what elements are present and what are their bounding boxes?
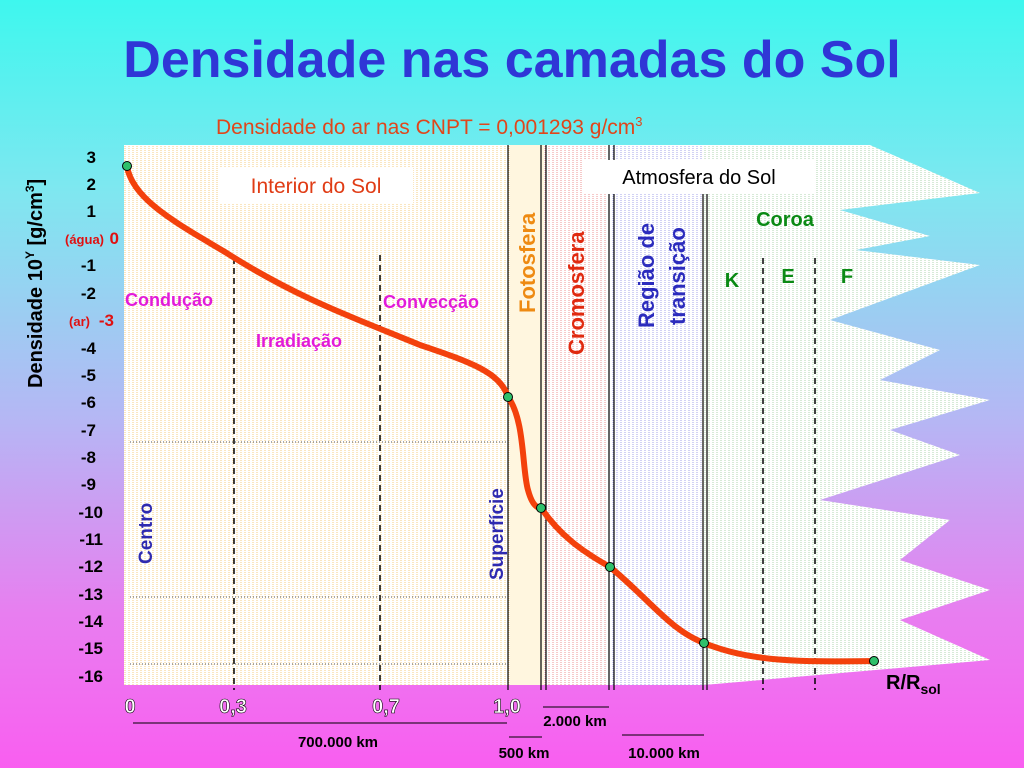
y-ticks: 3 2 1 (água) 0 -1 -2 (ar) -3 -4 -5 -6 -7… bbox=[65, 148, 119, 686]
ytick-m6: -6 bbox=[81, 393, 96, 412]
scale-label-500: 500 km bbox=[499, 745, 550, 762]
xlabel-sub: sol bbox=[920, 681, 940, 697]
ytick-note-ar: (ar) bbox=[69, 314, 90, 329]
xtick-03: 0,3 bbox=[219, 696, 247, 718]
subtitle-main: Densidade do ar nas CNPT = 0,001293 g/cm bbox=[216, 116, 635, 139]
ylabel-unit: [g/cm bbox=[25, 192, 47, 251]
cromosfera-label: Cromosfera bbox=[564, 231, 589, 355]
ytick-m3: -3 bbox=[99, 311, 114, 330]
atmosfera-label: Atmosfera do Sol bbox=[622, 167, 775, 189]
scale-label-700000: 700.000 km bbox=[298, 734, 378, 751]
irradiacao-label: Irradiação bbox=[256, 331, 342, 351]
ytick-m8: -8 bbox=[81, 448, 96, 467]
transicao-band bbox=[612, 145, 704, 685]
subtitle-sup: 3 bbox=[635, 114, 642, 129]
marker-surface bbox=[503, 392, 513, 402]
curve-markers bbox=[122, 161, 879, 666]
scale-label-2000: 2.000 km bbox=[543, 713, 606, 730]
conducao-label: Condução bbox=[125, 290, 213, 310]
ytick-m15: -15 bbox=[78, 639, 103, 658]
f-label: F bbox=[841, 266, 853, 288]
ytick-note-agua: (água) bbox=[65, 232, 104, 247]
marker-cromosfera bbox=[605, 562, 615, 572]
ylabel-unit-sup: 3 bbox=[23, 185, 37, 192]
ytick-2: 2 bbox=[87, 175, 96, 194]
xtick-07: 0,7 bbox=[372, 696, 400, 718]
conveccao-label: Convecção bbox=[383, 292, 479, 312]
atmosfera-box bbox=[584, 160, 814, 194]
ytick-m12: -12 bbox=[78, 557, 103, 576]
ytick-m2: -2 bbox=[81, 284, 96, 303]
ytick-1: 1 bbox=[87, 202, 96, 221]
ytick-m13: -13 bbox=[78, 585, 103, 604]
xtick-0: 0 bbox=[124, 696, 135, 718]
ytick-m4: -4 bbox=[81, 339, 97, 358]
cromosfera-band bbox=[544, 145, 612, 685]
ylabel-sup: Y bbox=[23, 251, 37, 259]
ytick-m7: -7 bbox=[81, 421, 96, 440]
ylabel-end: ] bbox=[25, 179, 47, 186]
ytick-m1: -1 bbox=[81, 256, 96, 275]
ytick-m14: -14 bbox=[78, 612, 103, 631]
centro-label: Centro bbox=[136, 503, 157, 564]
regiao-label-2: transição bbox=[665, 227, 690, 325]
k-label: K bbox=[725, 270, 740, 292]
chart-subtitle: Densidade do ar nas CNPT = 0,001293 g/cm… bbox=[216, 114, 643, 139]
marker-center bbox=[122, 161, 132, 171]
ytick-m11: -11 bbox=[79, 530, 103, 549]
interior-label: Interior do Sol bbox=[251, 175, 382, 198]
marker-fotosfera bbox=[536, 503, 546, 513]
scale-label-10000: 10.000 km bbox=[628, 745, 700, 762]
fotosfera-label: Fotosfera bbox=[515, 212, 540, 313]
marker-coroa bbox=[869, 656, 879, 666]
ytick-m10: -10 bbox=[78, 503, 103, 522]
interior-box bbox=[220, 168, 413, 204]
ytick-0: 0 bbox=[110, 229, 119, 248]
marker-transicao bbox=[699, 638, 709, 648]
ytick-3: 3 bbox=[87, 148, 96, 167]
superficie-label: Superfície bbox=[487, 488, 508, 580]
density-series-line bbox=[124, 163, 877, 665]
xtick-10: 1,0 bbox=[493, 696, 521, 718]
regiao-label-1: Região de bbox=[634, 223, 659, 328]
coroa-label: Coroa bbox=[756, 209, 815, 231]
e-label: E bbox=[781, 266, 794, 288]
xlabel-main: R/R bbox=[886, 672, 921, 694]
coroa-region bbox=[704, 145, 990, 685]
ytick-m16: -16 bbox=[78, 667, 103, 686]
ytick-m5: -5 bbox=[81, 366, 96, 385]
y-axis-label: Densidade 10Y [g/cm3] bbox=[23, 179, 47, 388]
interior-region bbox=[124, 145, 510, 685]
x-axis-label: R/Rsol bbox=[886, 672, 941, 697]
page-title: Densidade nas camadas do Sol bbox=[123, 31, 900, 89]
ytick-m9: -9 bbox=[81, 475, 96, 494]
ylabel-main: Densidade 10 bbox=[25, 259, 47, 388]
